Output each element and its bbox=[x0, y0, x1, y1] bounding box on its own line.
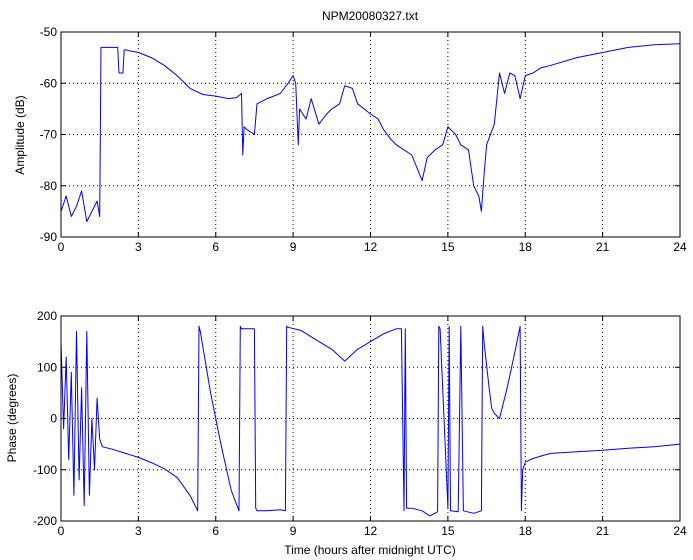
amplitude-ylabel: Amplitude (dB) bbox=[13, 95, 27, 174]
amplitude-ytick-label: -90 bbox=[40, 230, 58, 244]
amplitude-series-line bbox=[60, 43, 681, 223]
phase-ytick-label: 0 bbox=[50, 412, 57, 426]
amplitude-axes: 0 3 6 9 12 15 18 21 24 -90 -80 -70 -60 -50 bbox=[40, 25, 687, 254]
time-xlabel: Time (hours after midnight UTC) bbox=[284, 543, 456, 557]
phase-xtick-label: 15 bbox=[441, 524, 455, 538]
phase-xtick-label: 12 bbox=[364, 524, 378, 538]
amplitude-ytick-label: -80 bbox=[40, 179, 58, 193]
amplitude-xtick-label: 0 bbox=[58, 240, 65, 254]
phase-xtick-label: 9 bbox=[290, 524, 297, 538]
phase-xtick-label: 18 bbox=[519, 524, 533, 538]
amplitude-xtick-label: 6 bbox=[212, 240, 219, 254]
amplitude-xtick-label: 3 bbox=[135, 240, 142, 254]
phase-ytick-label: 100 bbox=[37, 360, 57, 374]
phase-xtick-label: 6 bbox=[212, 524, 219, 538]
phase-axes: 0 3 6 9 12 15 18 21 24 -200 -100 0 100 200 bbox=[33, 309, 687, 538]
phase-ylabel: Phase (degrees) bbox=[5, 374, 19, 463]
amplitude-ytick-label: -60 bbox=[40, 76, 58, 90]
phase-xtick-label: 21 bbox=[596, 524, 610, 538]
amplitude-xtick-label: 15 bbox=[441, 240, 455, 254]
phase-xtick-label: 0 bbox=[58, 524, 65, 538]
phase-ytick-label: -200 bbox=[33, 514, 57, 528]
amplitude-xtick-label: 9 bbox=[290, 240, 297, 254]
amplitude-ytick-label: -70 bbox=[40, 128, 58, 142]
phase-xtick-label: 3 bbox=[135, 524, 142, 538]
phase-xtick-label: 24 bbox=[673, 524, 687, 538]
phase-ytick-label: -100 bbox=[33, 463, 57, 477]
amplitude-ytick-label: -50 bbox=[40, 25, 58, 39]
phase-series-line bbox=[60, 325, 681, 517]
amplitude-xtick-label: 12 bbox=[364, 240, 378, 254]
amplitude-xtick-label: 24 bbox=[673, 240, 687, 254]
chart-title: NPM20080327.txt bbox=[322, 9, 419, 23]
amplitude-xtick-label: 18 bbox=[519, 240, 533, 254]
amplitude-xtick-label: 21 bbox=[596, 240, 610, 254]
phase-ytick-label: 200 bbox=[37, 309, 57, 323]
